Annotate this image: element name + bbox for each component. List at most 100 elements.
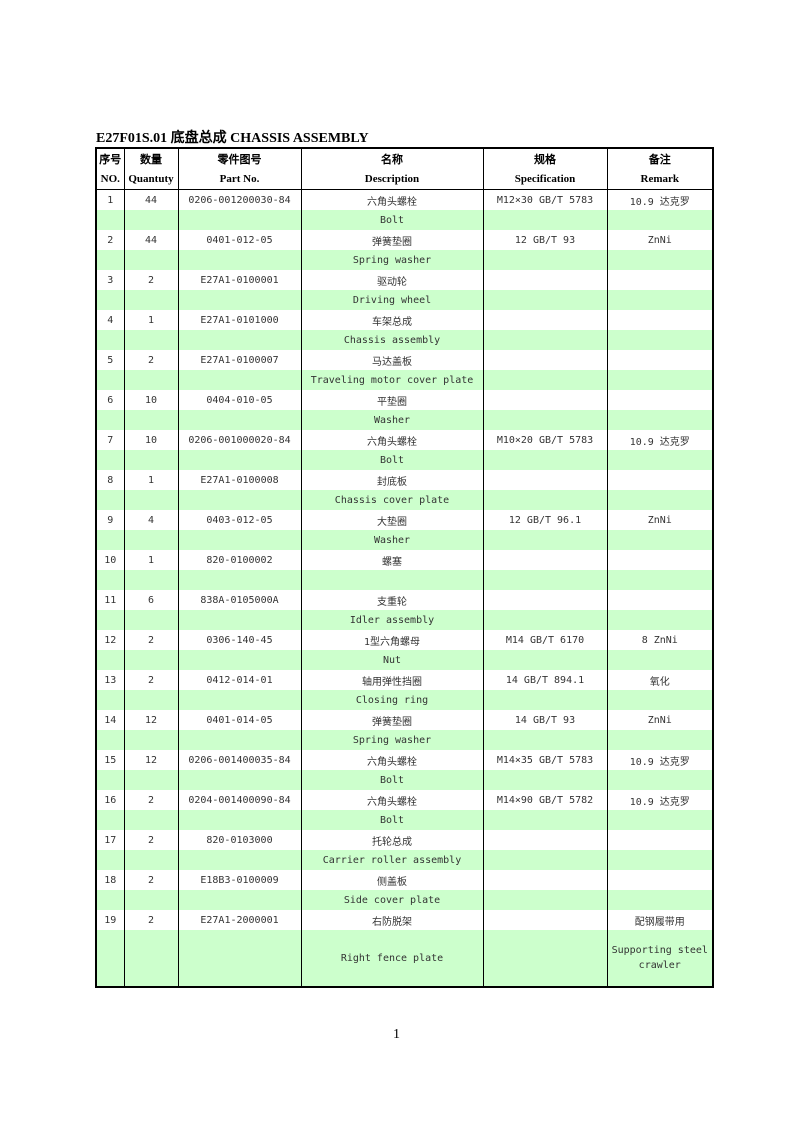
table-row-english: Closing ring [95,690,714,710]
cell-remark [606,270,714,290]
table-row-english: Washer [95,410,714,430]
cell-empty [177,810,302,830]
cell-part-no: 820-0100002 [177,550,302,570]
table-row-english: Driving wheel [95,290,714,310]
cell-spec [482,830,608,850]
cell-empty [95,730,125,750]
table-row-english: Bolt [95,210,714,230]
cell-part-no: 0306-140-45 [177,630,302,650]
cell-no: 9 [95,510,125,530]
header-remark: Remark [606,169,714,190]
cell-qty: 2 [123,350,179,370]
table-row-english: Bolt [95,450,714,470]
cell-desc-cn: 车架总成 [300,310,484,330]
cell-desc-en: Driving wheel [300,290,484,310]
cell-remark-en [606,330,714,350]
cell-no: 19 [95,910,125,930]
cell-part-no: 820-0103000 [177,830,302,850]
table-row-english [95,570,714,590]
cell-empty [177,690,302,710]
cell-part-no: 0206-001400035-84 [177,750,302,770]
cell-empty [482,530,608,550]
table-row: 14 12 0401-014-05 弹簧垫圈 14 GB/T 93 ZnNi [95,710,714,730]
table-row: 8 1 E27A1-0100008 封底板 [95,470,714,490]
cell-desc-en: Washer [300,410,484,430]
header-row-en: NO. Quantuty Part No. Description Specif… [95,169,714,190]
cell-desc-cn: 封底板 [300,470,484,490]
cell-empty [482,810,608,830]
cell-qty: 44 [123,189,179,210]
cell-empty [95,610,125,630]
cell-desc-cn: 螺塞 [300,550,484,570]
cell-empty [95,850,125,870]
cell-part-no: E18B3-0100009 [177,870,302,890]
table-row: 17 2 820-0103000 托轮总成 [95,830,714,850]
cell-desc-cn: 右防脱架 [300,910,484,930]
cell-part-no: E27A1-0100001 [177,270,302,290]
header-part: Part No. [177,169,302,190]
cell-qty: 44 [123,230,179,250]
cell-empty [95,410,125,430]
cell-empty [177,450,302,470]
cell-empty [482,690,608,710]
cell-remark-en [606,570,714,590]
cell-part-no: E27A1-2000001 [177,910,302,930]
cell-spec: 12 GB/T 93 [482,230,608,250]
cell-spec: M14×90 GB/T 5782 [482,790,608,810]
cell-remark [606,310,714,330]
cell-remark: 10.9 达克罗 [606,790,714,810]
cell-desc-en: Spring washer [300,250,484,270]
cell-empty [123,330,179,350]
cell-no: 16 [95,790,125,810]
cell-remark: 10.9 达克罗 [606,189,714,210]
table-row-english: Chassis assembly [95,330,714,350]
cell-remark-en [606,730,714,750]
cell-desc-en: Washer [300,530,484,550]
cell-empty [123,810,179,830]
cell-spec: 14 GB/T 93 [482,710,608,730]
cell-spec: M10×20 GB/T 5783 [482,430,608,450]
cell-desc-cn: 六角头螺栓 [300,790,484,810]
cell-part-no: 0206-001000020-84 [177,430,302,450]
cell-qty: 4 [123,510,179,530]
cell-remark: ZnNi [606,710,714,730]
cell-empty [177,850,302,870]
cell-remark [606,550,714,570]
header-row-cn: 序号 数量 零件图号 名称 规格 备注 [95,148,714,169]
cell-no: 2 [95,230,125,250]
cell-desc-cn: 六角头螺栓 [300,189,484,210]
table-row: 7 10 0206-001000020-84 六角头螺栓 M10×20 GB/T 578… [95,430,714,450]
cell-no: 14 [95,710,125,730]
cell-qty: 2 [123,830,179,850]
cell-empty [177,770,302,790]
cell-empty [123,410,179,430]
cell-no: 8 [95,470,125,490]
cell-spec [482,310,608,330]
cell-remark: ZnNi [606,230,714,250]
cell-remark-en [606,530,714,550]
cell-qty: 6 [123,590,179,610]
table-row: 15 12 0206-001400035-84 六角头螺栓 M14×35 GB/T 57… [95,750,714,770]
cell-empty [123,250,179,270]
cell-desc-cn: 六角头螺栓 [300,430,484,450]
cell-desc-cn: 轴用弹性挡圈 [300,670,484,690]
cell-empty [123,930,179,987]
cell-empty [123,370,179,390]
cell-remark: 10.9 达克罗 [606,750,714,770]
table-row-english: Bolt [95,810,714,830]
cell-empty [123,210,179,230]
cell-empty [123,850,179,870]
cell-qty: 12 [123,710,179,730]
cell-no: 3 [95,270,125,290]
cell-qty: 10 [123,390,179,410]
cell-qty: 2 [123,630,179,650]
cell-qty: 1 [123,550,179,570]
cell-empty [95,450,125,470]
table-row-english: Idler assembly [95,610,714,630]
cell-qty: 2 [123,870,179,890]
cell-remark-en [606,770,714,790]
cell-empty [482,330,608,350]
cell-part-no: E27A1-0100007 [177,350,302,370]
cell-remark-en [606,810,714,830]
cell-empty [95,930,125,987]
